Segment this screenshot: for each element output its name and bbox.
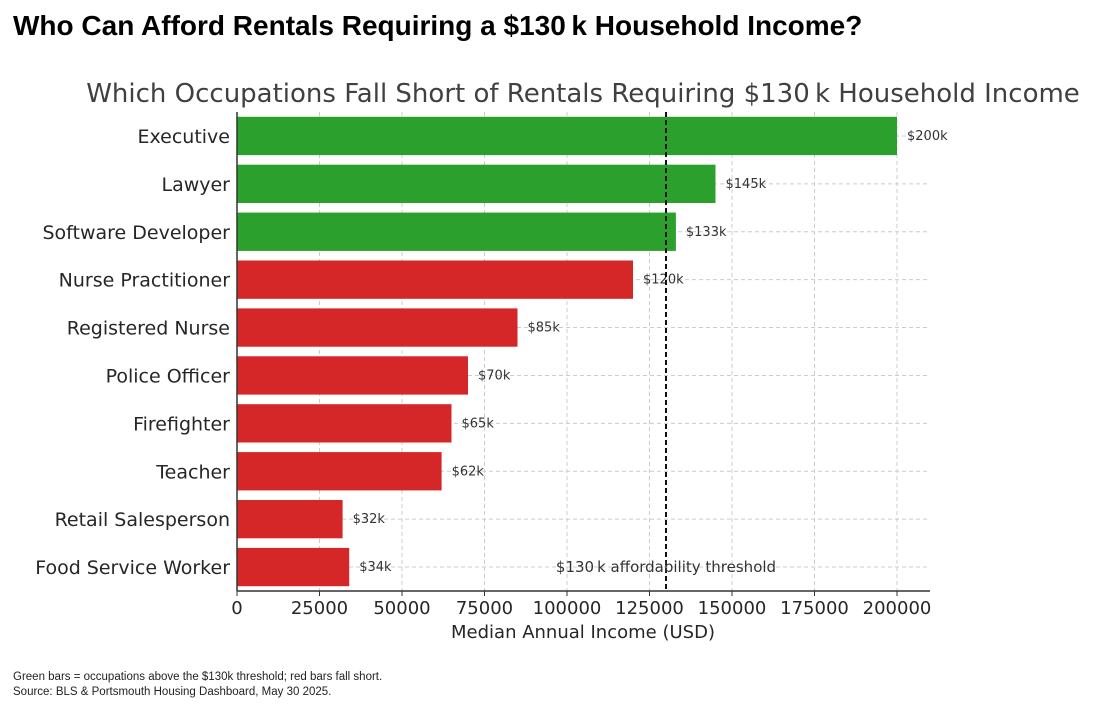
- bar-value-label: $120k: [643, 273, 684, 288]
- threshold: $130 k affordability threshold: [556, 112, 776, 591]
- x-axis-label: Median Annual Income (USD): [451, 622, 715, 643]
- category-label: Software Developer: [42, 222, 230, 244]
- page-headline: Who Can Afford Rentals Requiring a $130 …: [13, 10, 863, 41]
- bar: [237, 164, 716, 204]
- category-label: Police Officer: [106, 365, 231, 387]
- bar-value-label: $32k: [353, 512, 386, 527]
- bar: [237, 212, 676, 251]
- footer-source: Source: BLS & Portsmouth Housing Dashboa…: [13, 686, 332, 698]
- bar-value-label: $200k: [907, 129, 948, 144]
- bar: [237, 404, 452, 443]
- x-tick-label: 175000: [780, 598, 849, 619]
- x-tick-label: 200000: [863, 598, 932, 619]
- bar-value-label: $145k: [726, 177, 767, 192]
- bar: [237, 308, 518, 347]
- category-label: Firefighter: [133, 413, 230, 435]
- x-tick-label: 75000: [456, 598, 513, 619]
- bar: [237, 547, 350, 587]
- bar: [237, 452, 442, 491]
- bar: [237, 499, 343, 539]
- category-label: Executive: [137, 126, 230, 148]
- category-label: Teacher: [155, 461, 230, 483]
- footer-note: Green bars = occupations above the $130k…: [13, 671, 383, 683]
- category-label: Nurse Practitioner: [59, 270, 231, 292]
- x-tick-label: 150000: [698, 598, 767, 619]
- threshold-label: $130 k affordability threshold: [556, 558, 776, 576]
- bars: $200k $145k $133k $120k $85k $70k $65k $62k $32k…: [237, 116, 948, 587]
- bar: [237, 260, 633, 299]
- bar-value-label: $133k: [686, 225, 727, 240]
- bar-value-label: $85k: [528, 321, 561, 336]
- category-label: Registered Nurse: [67, 318, 230, 340]
- x-tick-label: 125000: [615, 598, 684, 619]
- x-tick-label: 100000: [533, 598, 602, 619]
- axes: Executive Lawyer Software Developer Nurse P…: [35, 112, 931, 619]
- x-tick-label: 0: [231, 598, 242, 619]
- x-tick-label: 25000: [291, 598, 348, 619]
- category-label: Lawyer: [161, 174, 230, 196]
- bar-value-label: $34k: [359, 560, 392, 575]
- bar-value-label: $62k: [452, 464, 485, 479]
- bar-value-label: $65k: [462, 416, 495, 431]
- category-label: Food Service Worker: [35, 557, 230, 579]
- category-label: Retail Salesperson: [55, 509, 230, 531]
- bar-value-label: $70k: [478, 368, 511, 383]
- x-tick-label: 50000: [373, 598, 430, 619]
- chart-title: Which Occupations Fall Short of Rentals …: [86, 79, 1080, 109]
- bar: [237, 356, 468, 395]
- bar: [237, 116, 897, 156]
